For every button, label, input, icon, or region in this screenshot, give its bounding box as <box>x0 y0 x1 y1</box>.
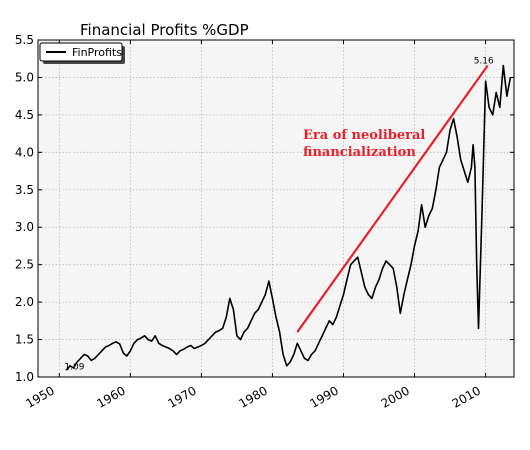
point-label: 5.16 <box>474 56 494 66</box>
point-label: 1.09 <box>64 362 84 372</box>
y-tick-label: 4.5 <box>15 108 34 122</box>
chart-title: Financial Profits %GDP <box>80 21 249 39</box>
plot-frame <box>37 39 515 378</box>
x-tick-label: 1970 <box>165 383 198 410</box>
x-tick-label: 2000 <box>379 383 412 410</box>
plot-area <box>38 40 514 377</box>
x-tick-label: 1980 <box>236 383 269 410</box>
x-tick-label: 1960 <box>94 383 127 410</box>
annotation-line-1: Era of neoliberal <box>303 128 425 143</box>
y-tick-label: 5.0 <box>15 70 34 84</box>
x-tick-label: 1990 <box>308 383 341 410</box>
y-tick-label: 4.0 <box>15 145 34 159</box>
trend-line-group <box>296 64 489 333</box>
series-group <box>65 64 512 371</box>
trend-line <box>296 64 489 333</box>
series-line-finprofits <box>65 64 512 371</box>
y-tick-label: 3.0 <box>15 220 34 234</box>
annotation-line-2: financialization <box>303 145 416 160</box>
y-tick-label: 1.5 <box>15 333 34 347</box>
y-tick-label: 2.0 <box>15 295 34 309</box>
y-tick-label: 1.0 <box>15 370 34 384</box>
y-tick-label: 2.5 <box>15 258 34 272</box>
y-tick-label: 5.5 <box>15 33 34 47</box>
x-tick-label: 2010 <box>450 383 483 410</box>
legend-label-finprofits: FinProfits <box>72 46 122 59</box>
legend: FinProfits <box>39 42 125 64</box>
y-tick-label: 3.5 <box>15 183 34 197</box>
legend-box <box>39 42 123 62</box>
x-tick-label: 1950 <box>23 383 56 410</box>
